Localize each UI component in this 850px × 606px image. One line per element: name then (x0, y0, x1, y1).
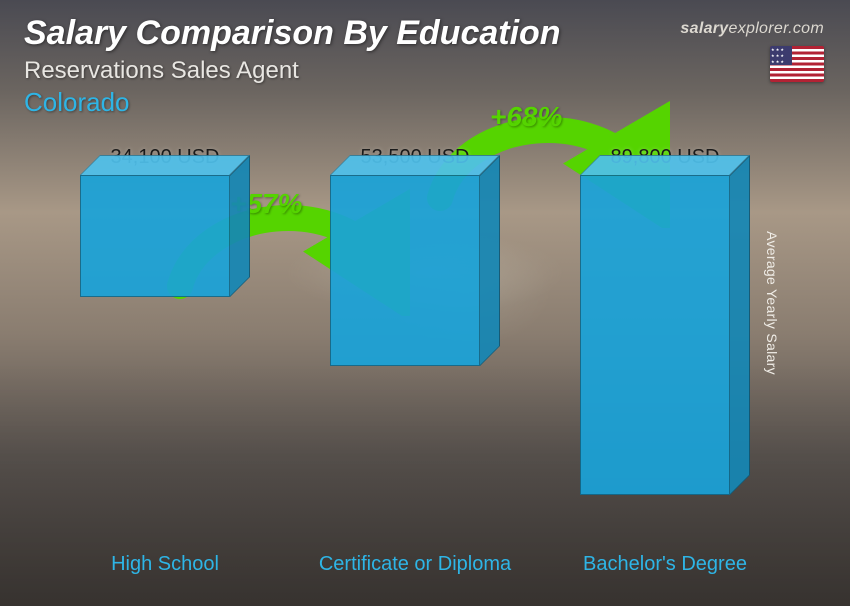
bar-label-2: Bachelor's Degree (565, 552, 765, 576)
bar-1 (330, 175, 500, 366)
bar-side-face (230, 155, 250, 297)
bar-0 (80, 175, 250, 297)
bar-top-face (580, 155, 750, 175)
bar-top-face (330, 155, 500, 175)
bar-label-1: Certificate or Diploma (315, 552, 515, 576)
watermark-rest: explorer (729, 20, 789, 37)
bars-container: 34,100 USD High School 53,500 USD Certif… (40, 146, 790, 546)
bar-front-face (330, 175, 480, 366)
bar-slot-0: 34,100 USD High School (40, 146, 290, 546)
chart-location: Colorado (24, 87, 826, 118)
bar-slot-1: 53,500 USD Certificate or Diploma (290, 146, 540, 546)
bar-front-face (580, 175, 730, 495)
flag-icon (770, 46, 824, 82)
bar-label-0: High School (65, 552, 265, 576)
bar-side-face (730, 155, 750, 495)
watermark-bold: salary (680, 20, 728, 37)
watermark: salaryexplorer.com (680, 20, 824, 38)
bar-chart: +57% +68% 34,100 USD H (40, 146, 790, 546)
bar-side-face (480, 155, 500, 366)
bar-top-face (80, 155, 250, 175)
infographic-canvas: Salary Comparison By Education Reservati… (0, 0, 850, 606)
watermark-suffix: .com (788, 20, 824, 37)
bar-front-face (80, 175, 230, 297)
chart-subtitle: Reservations Sales Agent (24, 57, 826, 85)
bar-2 (580, 175, 750, 495)
bar-slot-2: 89,800 USD Bachelor's Degree (540, 146, 790, 546)
